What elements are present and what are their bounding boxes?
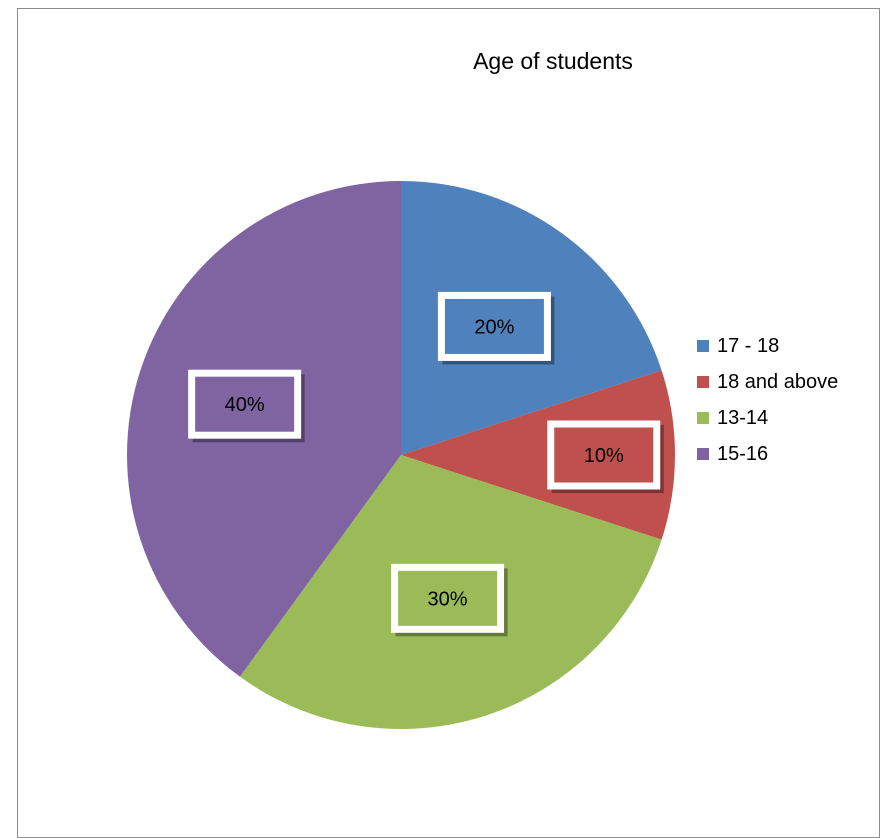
data-label-text: 30% <box>428 588 468 610</box>
legend-item-15-16: 15-16 <box>697 441 838 467</box>
chart-legend: 17 - 18 18 and above 13-14 15-16 <box>697 333 838 477</box>
legend-item-17-18: 17 - 18 <box>697 333 838 359</box>
legend-label: 13-14 <box>717 406 769 429</box>
data-label-box <box>547 420 661 490</box>
legend-item-18-and-above: 18 and above <box>697 369 838 395</box>
data-label-17-18: 20% <box>437 291 555 365</box>
data-label-13-14: 30% <box>391 563 508 637</box>
legend-label: 18 and above <box>717 370 839 393</box>
chart-title: Age of students <box>473 48 633 74</box>
legend-swatch <box>697 448 709 460</box>
legend-item-13-14: 13-14 <box>697 405 838 431</box>
legend-swatch <box>697 340 709 352</box>
data-label-15-16: 40% <box>188 369 305 443</box>
data-label-box <box>188 369 302 439</box>
pie-data-labels: 20% 10% 30% 40% <box>188 291 664 637</box>
legend-swatch <box>697 412 709 424</box>
data-label-box <box>391 563 505 633</box>
data-label-text: 10% <box>584 445 624 467</box>
legend-label: 15-16 <box>717 442 769 465</box>
legend-label: 17 - 18 <box>717 334 780 357</box>
data-label-box <box>437 291 551 361</box>
data-label-text: 40% <box>225 394 265 416</box>
data-label-18-and-above: 10% <box>547 420 664 493</box>
legend-swatch <box>697 376 709 388</box>
pie-slice-18-and-above <box>401 370 675 540</box>
data-label-text: 20% <box>474 316 514 338</box>
